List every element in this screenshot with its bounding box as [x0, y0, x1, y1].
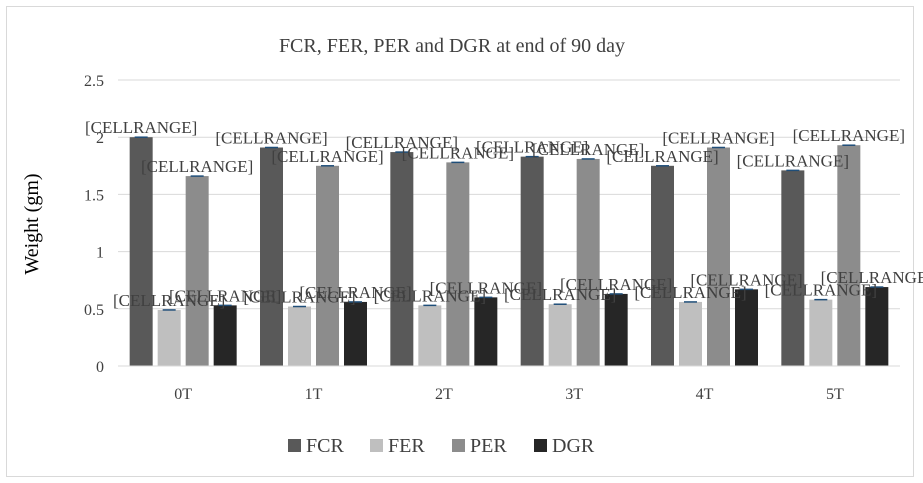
y-tick-label: 1.5 — [84, 187, 104, 204]
bars — [129, 136, 889, 366]
data-label: [CELLRANGE] — [606, 147, 718, 166]
y-tick-label: 1 — [96, 245, 104, 262]
data-label: [CELLRANGE] — [634, 283, 746, 302]
data-label: [CELLRANGE] — [765, 281, 877, 300]
data-label: [CELLRANGE] — [346, 133, 458, 152]
y-tick-label: 2 — [96, 130, 104, 147]
legend-label-fer: FER — [388, 435, 425, 457]
legend: FCR FER PER DGR — [288, 435, 595, 457]
x-tick-label: 1T — [305, 386, 323, 403]
data-label: [CELLRANGE] — [215, 128, 327, 147]
legend-label-fcr: FCR — [306, 435, 344, 457]
data-label: [CELLRANGE] — [113, 291, 225, 310]
y-tick-label: 0.5 — [84, 302, 104, 319]
x-tick-label: 4T — [696, 386, 714, 403]
x-tick-label: 2T — [435, 386, 453, 403]
data-label: [CELLRANGE] — [662, 128, 774, 147]
bar-per — [576, 158, 600, 366]
bar-fer — [418, 305, 442, 366]
data-label: [CELLRANGE] — [85, 118, 197, 137]
data-label: [CELLRANGE] — [690, 270, 802, 289]
data-label: [CELLRANGE] — [402, 143, 514, 162]
data-label: [CELLRANGE] — [737, 151, 849, 170]
legend-swatch-dgr — [534, 439, 547, 452]
y-tick-label: 0 — [96, 359, 104, 376]
data-label: [CELLRANGE] — [430, 278, 542, 297]
data-label: [CELLRANGE] — [243, 288, 355, 307]
data-label: [CELLRANGE] — [271, 147, 383, 166]
bar-fcr — [520, 156, 544, 366]
data-label: [CELLRANGE] — [476, 138, 588, 157]
bar-fcr — [781, 170, 805, 366]
bar-fer — [548, 304, 572, 366]
bar-dgr — [865, 287, 889, 366]
bar-dgr — [735, 289, 758, 366]
y-tick-label: 2.5 — [84, 73, 104, 90]
legend-swatch-per — [452, 439, 465, 452]
bar-dgr — [344, 301, 367, 366]
legend-swatch-fer — [370, 439, 383, 452]
bar-fcr — [651, 165, 674, 366]
data-label: [CELLRANGE] — [821, 268, 923, 287]
data-label: [CELLRANGE] — [504, 285, 616, 304]
bar-per — [446, 162, 470, 366]
chart-title: FCR, FER, PER and DGR at end of 90 day — [279, 35, 625, 57]
bar-per — [185, 176, 209, 366]
data-labels: [CELLRANGE][CELLRANGE][CELLRANGE][CELLRA… — [85, 118, 923, 310]
x-tick-label: 0T — [174, 386, 192, 403]
legend-label-per: PER — [470, 435, 507, 457]
bar-per — [316, 165, 339, 366]
data-label: [CELLRANGE] — [793, 126, 905, 145]
legend-swatch-fcr — [288, 439, 301, 452]
data-label: [CELLRANGE] — [299, 283, 411, 302]
x-tick-label: 5T — [826, 386, 844, 403]
bar-per — [837, 145, 861, 366]
data-label: [CELLRANGE] — [532, 140, 644, 159]
bar-fer — [288, 306, 311, 366]
bar-fcr — [390, 152, 414, 366]
bar-dgr — [213, 305, 237, 366]
bar-fer — [157, 309, 181, 366]
bar-dgr — [604, 293, 628, 366]
data-label: [CELLRANGE] — [560, 275, 672, 294]
data-label: [CELLRANGE] — [374, 286, 486, 305]
axes: 0 0.5 1 1.5 2 2.5 0T 1T 2T 3T 4T 5T — [84, 73, 900, 403]
x-tick-label: 3T — [565, 386, 583, 403]
bar-fcr — [129, 137, 153, 366]
legend-label-dgr: DGR — [552, 435, 595, 457]
data-label: [CELLRANGE] — [141, 157, 253, 176]
bar-fer — [809, 299, 833, 366]
data-label: [CELLRANGE] — [169, 286, 281, 305]
bar-fer — [679, 301, 702, 366]
bar-per — [707, 147, 730, 366]
y-axis-label: Weight (gm) — [21, 173, 43, 274]
bar-dgr — [474, 297, 498, 366]
bar-fcr — [260, 147, 283, 366]
gridlines — [118, 79, 900, 310]
